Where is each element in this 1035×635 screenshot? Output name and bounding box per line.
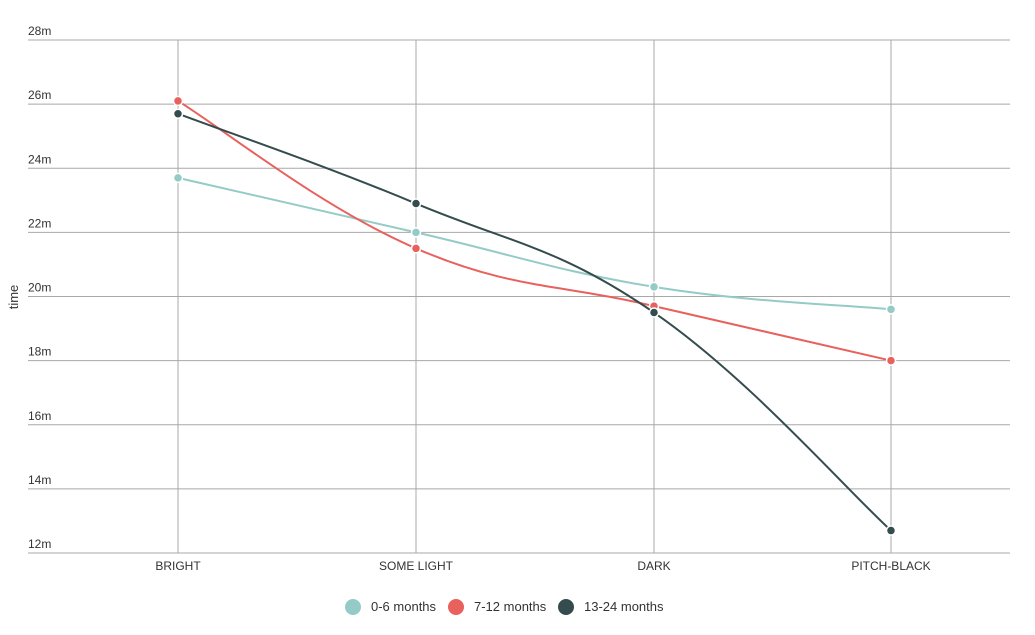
y-tick-label: 22m [28, 216, 51, 230]
series-1 [172, 95, 897, 366]
series-line [177, 100, 892, 362]
data-point[interactable] [172, 172, 184, 184]
y-tick-label: 14m [28, 473, 51, 487]
series [172, 95, 897, 536]
data-point[interactable] [410, 198, 422, 209]
series-0 [172, 172, 897, 315]
grid [28, 39, 1010, 554]
legend-swatch [448, 599, 464, 615]
legend-label: 13-24 months [584, 599, 664, 614]
legend-label: 7-12 months [474, 599, 547, 614]
data-point[interactable] [172, 108, 184, 119]
legend-item[interactable]: 13-24 months [558, 599, 664, 615]
data-point[interactable] [885, 304, 897, 315]
x-tick-label: PITCH-BLACK [851, 559, 930, 573]
x-axis-ticks: BRIGHT SOME LIGHT DARK PITCH-BLACK [155, 559, 930, 573]
x-tick-label: BRIGHT [155, 559, 201, 573]
data-point[interactable] [172, 95, 184, 107]
data-point[interactable] [410, 243, 422, 254]
y-tick-label: 26m [28, 88, 51, 102]
series-line [177, 176, 892, 311]
legend-item[interactable]: 7-12 months [448, 599, 547, 615]
x-tick-label: DARK [637, 559, 670, 573]
legend-swatch [345, 599, 361, 615]
legend-label: 0-6 months [371, 599, 437, 614]
series-2 [172, 108, 897, 536]
data-point[interactable] [885, 525, 897, 536]
y-tick-label: 16m [28, 409, 51, 423]
data-point[interactable] [648, 307, 660, 318]
x-tick-label: SOME LIGHT [379, 559, 454, 573]
y-tick-label: 24m [28, 152, 51, 166]
y-axis-ticks: 12m 14m 16m 18m 20m 22m 24m 26m 28m [28, 24, 51, 551]
data-point[interactable] [410, 227, 422, 238]
legend-item[interactable]: 0-6 months [345, 599, 437, 615]
y-tick-label: 12m [28, 537, 51, 551]
legend: 0-6 months 7-12 months 13-24 months [345, 599, 664, 615]
y-tick-label: 28m [28, 24, 51, 38]
data-point[interactable] [885, 355, 897, 366]
legend-swatch [558, 599, 574, 615]
y-axis-label: time [6, 285, 21, 310]
y-tick-label: 18m [28, 345, 51, 359]
y-tick-label: 20m [28, 281, 51, 295]
data-point[interactable] [648, 281, 660, 293]
series-line [177, 112, 892, 532]
